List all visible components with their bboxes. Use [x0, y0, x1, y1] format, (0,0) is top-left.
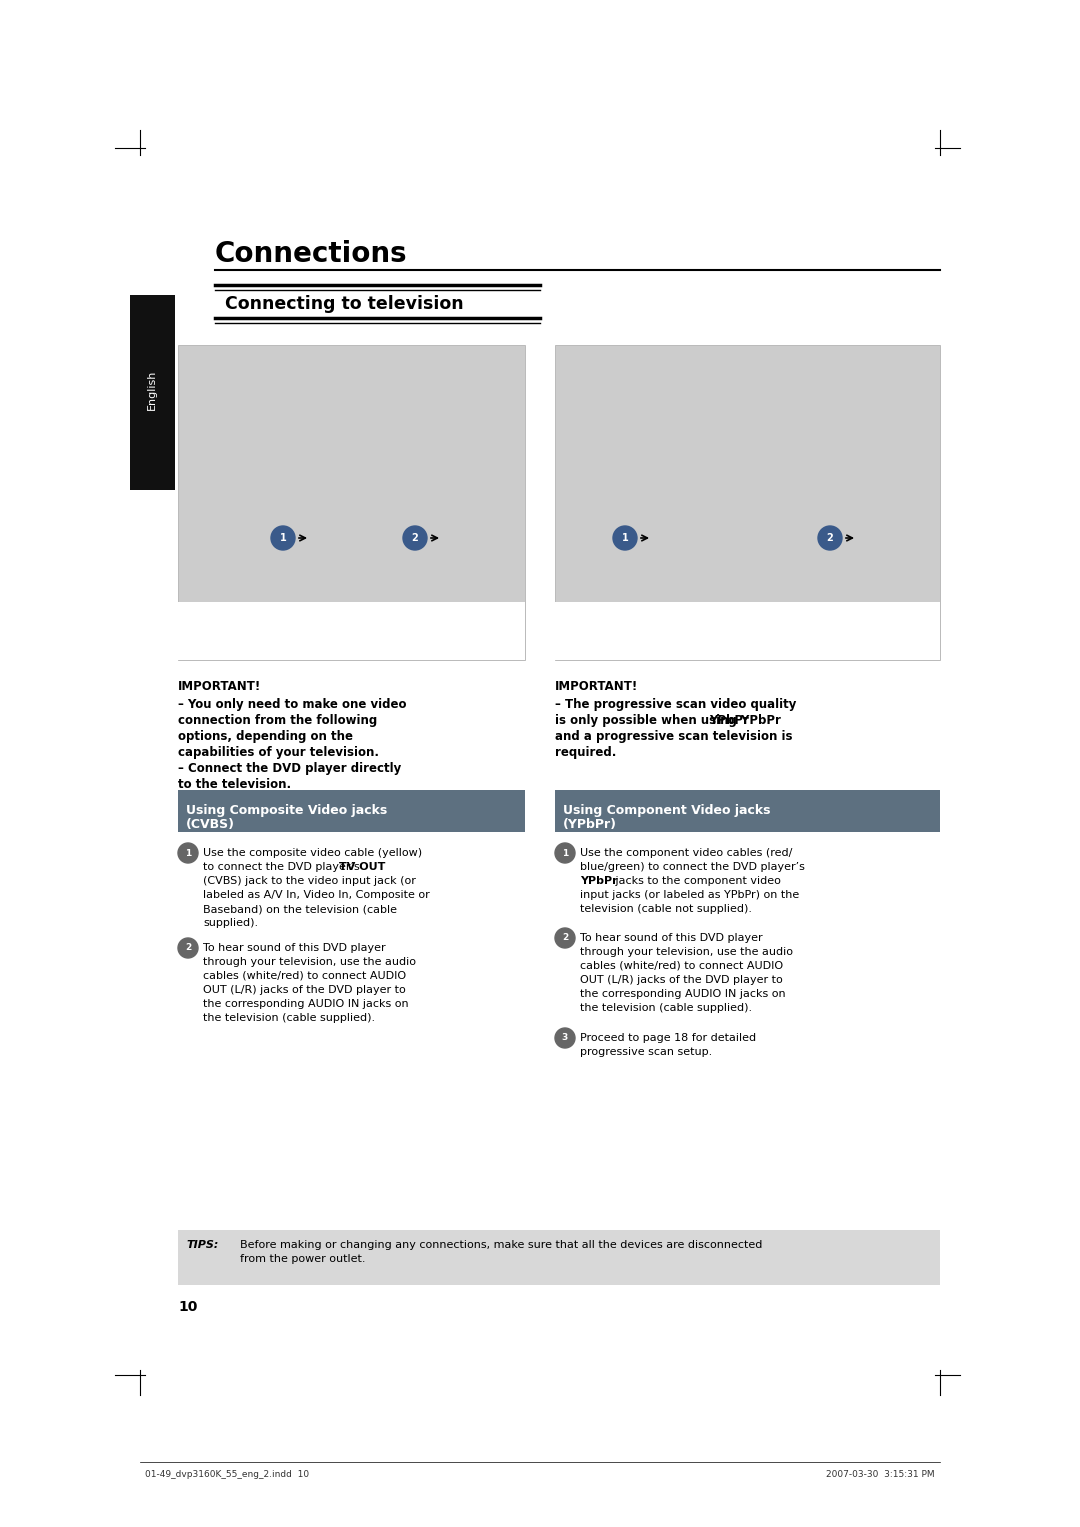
FancyBboxPatch shape [178, 345, 525, 660]
Circle shape [555, 928, 575, 948]
Text: to connect the DVD player’s: to connect the DVD player’s [203, 863, 363, 872]
Text: the television (cable supplied).: the television (cable supplied). [203, 1012, 375, 1023]
Text: is only possible when using YPbPr: is only possible when using YPbPr [555, 715, 781, 727]
Text: TIPS:: TIPS: [186, 1240, 218, 1251]
Text: 2: 2 [185, 944, 191, 953]
Text: 2: 2 [562, 933, 568, 942]
Text: (CVBS) jack to the video input jack (or: (CVBS) jack to the video input jack (or [203, 876, 416, 886]
FancyBboxPatch shape [178, 1231, 940, 1286]
Circle shape [271, 525, 295, 550]
Text: YPbPr: YPbPr [708, 715, 748, 727]
Text: (YPbPr): (YPbPr) [563, 818, 617, 831]
Text: and a progressive scan television is: and a progressive scan television is [555, 730, 793, 744]
Text: OUT (L/R) jacks of the DVD player to: OUT (L/R) jacks of the DVD player to [203, 985, 406, 996]
Text: Connections: Connections [215, 240, 407, 269]
Text: TV OUT: TV OUT [339, 863, 386, 872]
Text: Proceed to page 18 for detailed: Proceed to page 18 for detailed [580, 1032, 756, 1043]
Circle shape [613, 525, 637, 550]
Text: 1: 1 [185, 849, 191, 858]
Text: Use the composite video cable (yellow): Use the composite video cable (yellow) [203, 847, 422, 858]
FancyBboxPatch shape [130, 295, 175, 490]
Text: – You only need to make one video: – You only need to make one video [178, 698, 406, 712]
Text: required.: required. [555, 747, 617, 759]
Text: (CVBS): (CVBS) [186, 818, 235, 831]
Text: Using Composite Video jacks: Using Composite Video jacks [186, 805, 388, 817]
Text: to the television.: to the television. [178, 777, 292, 791]
Text: OUT (L/R) jacks of the DVD player to: OUT (L/R) jacks of the DVD player to [580, 976, 783, 985]
Text: Baseband) on the television (cable: Baseband) on the television (cable [203, 904, 397, 915]
Text: IMPORTANT!: IMPORTANT! [178, 680, 261, 693]
Text: 1: 1 [562, 849, 568, 858]
Text: Using Component Video jacks: Using Component Video jacks [563, 805, 770, 817]
Circle shape [178, 843, 198, 863]
FancyBboxPatch shape [555, 602, 940, 660]
Text: 01-49_dvp3160K_55_eng_2.indd  10: 01-49_dvp3160K_55_eng_2.indd 10 [145, 1471, 309, 1480]
Text: input jacks (or labeled as YPbPr) on the: input jacks (or labeled as YPbPr) on the [580, 890, 799, 899]
Circle shape [555, 1028, 575, 1048]
Text: from the power outlet.: from the power outlet. [240, 1254, 365, 1264]
Text: 3: 3 [562, 1034, 568, 1043]
Text: connection from the following: connection from the following [178, 715, 377, 727]
Circle shape [555, 843, 575, 863]
Text: progressive scan setup.: progressive scan setup. [580, 1048, 712, 1057]
Circle shape [178, 938, 198, 957]
Text: television (cable not supplied).: television (cable not supplied). [580, 904, 752, 915]
Text: blue/green) to connect the DVD player’s: blue/green) to connect the DVD player’s [580, 863, 805, 872]
Text: 1: 1 [622, 533, 629, 544]
Circle shape [818, 525, 842, 550]
Text: 2007-03-30  3:15:31 PM: 2007-03-30 3:15:31 PM [826, 1471, 935, 1480]
Text: the corresponding AUDIO IN jacks on: the corresponding AUDIO IN jacks on [580, 989, 785, 999]
Text: 1: 1 [280, 533, 286, 544]
Text: To hear sound of this DVD player: To hear sound of this DVD player [580, 933, 762, 944]
Text: jacks to the component video: jacks to the component video [612, 876, 781, 886]
Text: English: English [147, 370, 157, 411]
Text: IMPORTANT!: IMPORTANT! [555, 680, 638, 693]
Text: YPbPr: YPbPr [580, 876, 618, 886]
Text: cables (white/red) to connect AUDIO: cables (white/red) to connect AUDIO [203, 971, 406, 980]
Text: Before making or changing any connections, make sure that all the devices are di: Before making or changing any connection… [240, 1240, 762, 1251]
Text: Connecting to television: Connecting to television [225, 295, 463, 313]
Text: through your television, use the audio: through your television, use the audio [203, 957, 416, 967]
Text: To hear sound of this DVD player: To hear sound of this DVD player [203, 944, 386, 953]
Text: – Connect the DVD player directly: – Connect the DVD player directly [178, 762, 402, 776]
Text: through your television, use the audio: through your television, use the audio [580, 947, 793, 957]
Text: capabilities of your television.: capabilities of your television. [178, 747, 379, 759]
Text: – The progressive scan video quality: – The progressive scan video quality [555, 698, 796, 712]
Text: options, depending on the: options, depending on the [178, 730, 353, 744]
Text: supplied).: supplied). [203, 918, 258, 928]
Circle shape [403, 525, 427, 550]
Text: the television (cable supplied).: the television (cable supplied). [580, 1003, 752, 1012]
FancyBboxPatch shape [178, 789, 525, 832]
Text: Use the component video cables (red/: Use the component video cables (red/ [580, 847, 793, 858]
Text: cables (white/red) to connect AUDIO: cables (white/red) to connect AUDIO [580, 960, 783, 971]
FancyBboxPatch shape [555, 789, 940, 832]
Text: labeled as A/V In, Video In, Composite or: labeled as A/V In, Video In, Composite o… [203, 890, 430, 899]
Text: 2: 2 [411, 533, 418, 544]
FancyBboxPatch shape [555, 345, 940, 660]
Text: 10: 10 [178, 1299, 198, 1315]
FancyBboxPatch shape [178, 602, 525, 660]
Text: the corresponding AUDIO IN jacks on: the corresponding AUDIO IN jacks on [203, 999, 408, 1009]
Text: 2: 2 [826, 533, 834, 544]
